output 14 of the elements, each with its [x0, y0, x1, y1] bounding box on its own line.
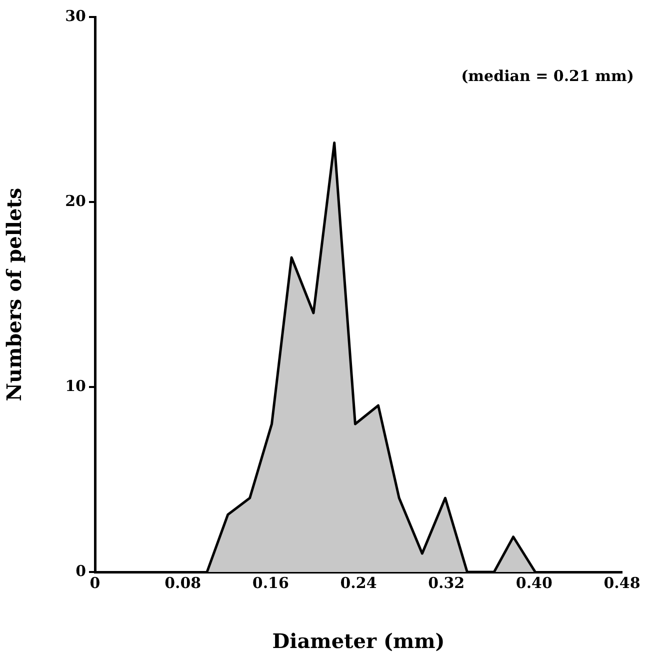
x-tick-label: 0.40 [516, 574, 552, 592]
y-tick-label: 0 [76, 562, 86, 580]
y-tick-label: 30 [65, 6, 86, 25]
x-tick-label: 0.32 [428, 574, 465, 592]
y-tick-label: 20 [65, 192, 86, 210]
x-axis-title: Diameter (mm) [272, 629, 445, 654]
y-tick-label: 10 [65, 376, 86, 395]
x-tick-label: 0.48 [604, 574, 640, 592]
x-tick-label: 0 [90, 574, 100, 592]
x-tick-label: 0.24 [340, 574, 377, 592]
x-tick-label: 0.16 [252, 574, 289, 592]
x-tick-label: 0.08 [164, 574, 202, 592]
y-axis-title: Numbers of pellets [2, 188, 26, 402]
annotation: (median = 0.21 mm) [461, 66, 634, 85]
